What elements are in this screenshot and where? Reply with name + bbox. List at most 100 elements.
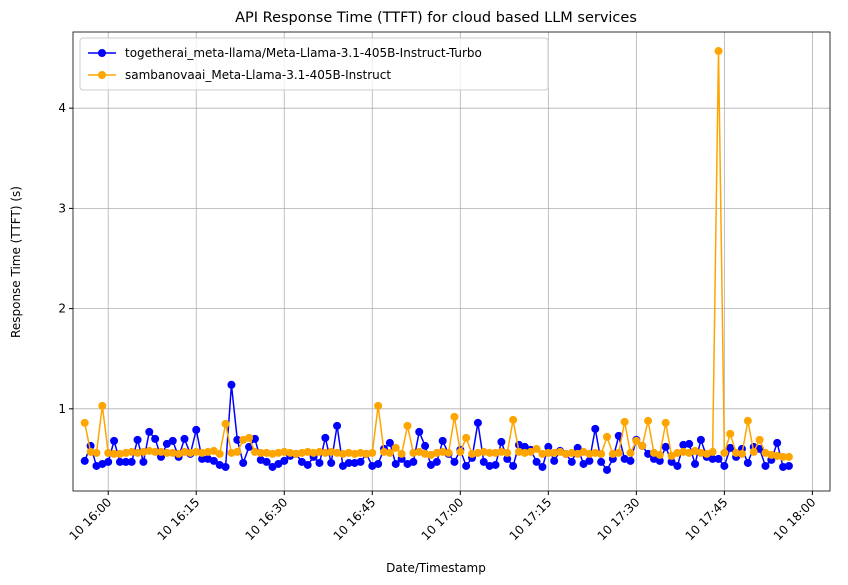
data-point bbox=[532, 457, 541, 466]
data-point bbox=[761, 461, 770, 470]
data-point bbox=[479, 457, 488, 466]
x-tick-label: 10 16:30 bbox=[243, 495, 291, 543]
data-point bbox=[685, 439, 694, 448]
data-point bbox=[773, 438, 782, 447]
data-point bbox=[444, 448, 453, 457]
data-point bbox=[779, 452, 788, 461]
data-point bbox=[691, 459, 700, 468]
data-point bbox=[239, 458, 248, 467]
data-point bbox=[550, 456, 559, 465]
data-point bbox=[121, 457, 130, 466]
data-point bbox=[80, 456, 89, 465]
data-point bbox=[280, 456, 289, 465]
y-tick-label: 4 bbox=[58, 101, 66, 115]
data-point bbox=[80, 418, 89, 427]
data-point bbox=[538, 462, 547, 471]
data-point bbox=[162, 448, 171, 457]
x-tick-label: 10 17:45 bbox=[683, 495, 731, 543]
data-point bbox=[737, 449, 746, 458]
data-point bbox=[626, 456, 635, 465]
data-point bbox=[755, 435, 764, 444]
data-point bbox=[509, 415, 518, 424]
data-point bbox=[438, 436, 447, 445]
data-point bbox=[151, 447, 160, 456]
data-point bbox=[151, 434, 160, 443]
data-point bbox=[227, 380, 236, 389]
data-point bbox=[415, 427, 424, 436]
data-point bbox=[726, 443, 735, 452]
data-point bbox=[215, 449, 224, 458]
data-point bbox=[591, 424, 600, 433]
legend-label: togetherai_meta-llama/Meta-Llama-3.1-405… bbox=[125, 46, 482, 60]
data-point bbox=[262, 457, 271, 466]
data-point bbox=[626, 448, 635, 457]
data-point bbox=[638, 441, 647, 450]
data-point bbox=[391, 459, 400, 468]
data-point bbox=[209, 456, 218, 465]
x-axis-label: Date/Timestamp bbox=[386, 561, 486, 575]
data-point bbox=[432, 457, 441, 466]
data-point bbox=[104, 457, 113, 466]
data-point bbox=[192, 425, 201, 434]
data-point bbox=[714, 454, 723, 463]
data-point bbox=[661, 442, 670, 451]
x-tick-label: 10 17:30 bbox=[595, 495, 643, 543]
data-point bbox=[509, 461, 518, 470]
data-point bbox=[368, 448, 377, 457]
data-point bbox=[743, 458, 752, 467]
y-tick-label: 2 bbox=[58, 302, 66, 316]
data-point bbox=[743, 416, 752, 425]
data-point bbox=[784, 452, 793, 461]
data-point bbox=[403, 421, 412, 430]
data-point bbox=[221, 419, 230, 428]
x-tick-label: 10 16:15 bbox=[155, 495, 203, 543]
data-point bbox=[327, 458, 336, 467]
data-point bbox=[644, 416, 653, 425]
data-point bbox=[532, 444, 541, 453]
data-point bbox=[110, 449, 119, 458]
data-point bbox=[720, 461, 729, 470]
data-point bbox=[655, 456, 664, 465]
data-point bbox=[603, 465, 612, 474]
data-point bbox=[168, 436, 177, 445]
data-point bbox=[321, 433, 330, 442]
plot-frame bbox=[72, 31, 831, 492]
data-point bbox=[344, 458, 353, 467]
data-point bbox=[473, 418, 482, 427]
x-tick-label: 10 17:15 bbox=[507, 495, 555, 543]
data-point bbox=[133, 435, 142, 444]
data-point bbox=[421, 441, 430, 450]
data-point bbox=[356, 457, 365, 466]
y-tick-label: 1 bbox=[58, 402, 66, 416]
data-point bbox=[315, 458, 324, 467]
data-point bbox=[245, 433, 254, 442]
x-tick-label: 10 17:00 bbox=[419, 495, 467, 543]
data-point bbox=[127, 457, 136, 466]
data-point bbox=[632, 436, 641, 445]
data-point bbox=[667, 457, 676, 466]
data-point bbox=[233, 435, 242, 444]
series-line bbox=[84, 51, 789, 458]
legend-box bbox=[79, 37, 549, 91]
data-point bbox=[503, 454, 512, 463]
legend-label: sambanovaai_Meta-Llama-3.1-405B-Instruct bbox=[125, 68, 391, 82]
data-point bbox=[180, 434, 189, 443]
data-point bbox=[115, 457, 124, 466]
data-point bbox=[720, 448, 729, 457]
data-point bbox=[385, 448, 394, 457]
data-point bbox=[544, 442, 553, 451]
data-point bbox=[696, 435, 705, 444]
data-point bbox=[544, 448, 553, 457]
data-point bbox=[374, 459, 383, 468]
data-point bbox=[485, 448, 494, 457]
data-point bbox=[614, 431, 623, 440]
legend-marker bbox=[98, 49, 106, 57]
data-point bbox=[661, 418, 670, 427]
data-point bbox=[620, 417, 629, 426]
data-point bbox=[714, 47, 723, 56]
data-point bbox=[110, 436, 119, 445]
data-point bbox=[98, 401, 107, 410]
data-point bbox=[256, 448, 265, 457]
data-point bbox=[784, 461, 793, 470]
data-point bbox=[450, 457, 459, 466]
